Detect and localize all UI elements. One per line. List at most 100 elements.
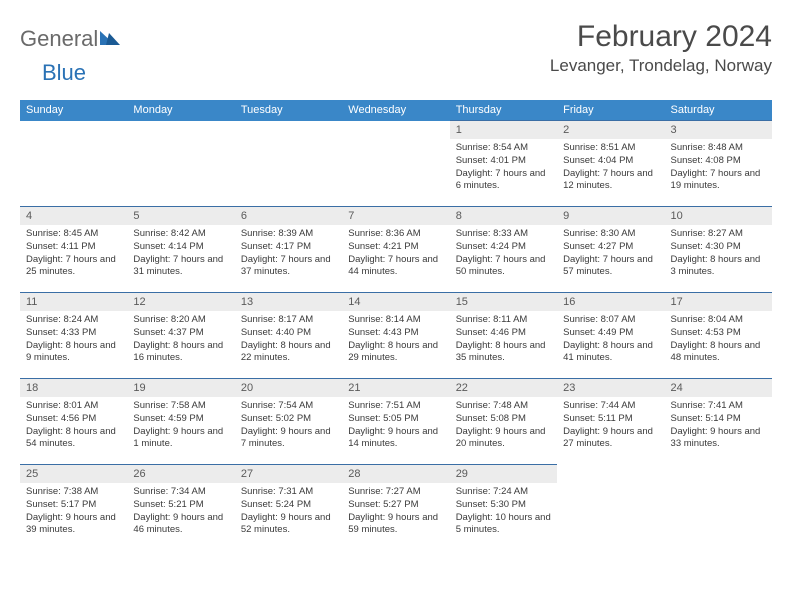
calendar-cell: 27Sunrise: 7:31 AMSunset: 5:24 PMDayligh… <box>235 465 342 551</box>
month-title: February 2024 <box>550 20 772 54</box>
day-body: Sunrise: 8:11 AMSunset: 4:46 PMDaylight:… <box>450 311 557 367</box>
day-number: 5 <box>127 207 234 225</box>
day-number: 19 <box>127 379 234 397</box>
sunrise-text: Sunrise: 7:41 AM <box>671 400 766 413</box>
day-body: Sunrise: 8:42 AMSunset: 4:14 PMDaylight:… <box>127 225 234 281</box>
day-number <box>557 465 664 483</box>
sunrise-text: Sunrise: 8:14 AM <box>348 314 443 327</box>
sunset-text: Sunset: 5:14 PM <box>671 413 766 426</box>
day-body: Sunrise: 8:54 AMSunset: 4:01 PMDaylight:… <box>450 139 557 195</box>
sunrise-text: Sunrise: 8:54 AM <box>456 142 551 155</box>
day-body: Sunrise: 7:38 AMSunset: 5:17 PMDaylight:… <box>20 483 127 539</box>
daylight-text: Daylight: 7 hours and 57 minutes. <box>563 254 658 280</box>
sunset-text: Sunset: 5:30 PM <box>456 499 551 512</box>
calendar-cell: 26Sunrise: 7:34 AMSunset: 5:21 PMDayligh… <box>127 465 234 551</box>
calendar-cell: 13Sunrise: 8:17 AMSunset: 4:40 PMDayligh… <box>235 293 342 379</box>
day-body: Sunrise: 8:04 AMSunset: 4:53 PMDaylight:… <box>665 311 772 367</box>
calendar-cell: 19 Sunrise: 7:58 AMSunset: 4:59 PMDayligh… <box>127 379 234 465</box>
day-body: Sunrise: 7:31 AMSunset: 5:24 PMDaylight:… <box>235 483 342 539</box>
day-body: Sunrise: 7:48 AMSunset: 5:08 PMDaylight:… <box>450 397 557 453</box>
sunset-text: Sunset: 4:30 PM <box>671 241 766 254</box>
sunrise-text: Sunrise: 8:45 AM <box>26 228 121 241</box>
daylight-text: Daylight: 8 hours and 3 minutes. <box>671 254 766 280</box>
sunset-text: Sunset: 4:59 PM <box>133 413 228 426</box>
sunset-text: Sunset: 4:56 PM <box>26 413 121 426</box>
day-body: Sunrise: 8:45 AMSunset: 4:11 PMDaylight:… <box>20 225 127 281</box>
day-body: Sunrise: 8:33 AMSunset: 4:24 PMDaylight:… <box>450 225 557 281</box>
daylight-text: Daylight: 9 hours and 52 minutes. <box>241 512 336 538</box>
day-number <box>665 465 772 483</box>
day-number: 11 <box>20 293 127 311</box>
day-number: 3 <box>665 121 772 139</box>
sunset-text: Sunset: 4:43 PM <box>348 327 443 340</box>
sunrise-text: Sunrise: 8:24 AM <box>26 314 121 327</box>
day-number: 2 <box>557 121 664 139</box>
day-number: 7 <box>342 207 449 225</box>
sunset-text: Sunset: 4:08 PM <box>671 155 766 168</box>
daylight-text: Daylight: 10 hours and 5 minutes. <box>456 512 551 538</box>
calendar-cell: 25Sunrise: 7:38 AMSunset: 5:17 PMDayligh… <box>20 465 127 551</box>
daylight-text: Daylight: 9 hours and 1 minute. <box>133 426 228 452</box>
sunrise-text: Sunrise: 8:01 AM <box>26 400 121 413</box>
sunrise-text: Sunrise: 8:27 AM <box>671 228 766 241</box>
sunrise-text: Sunrise: 8:04 AM <box>671 314 766 327</box>
sunset-text: Sunset: 5:21 PM <box>133 499 228 512</box>
sunrise-text: Sunrise: 8:48 AM <box>671 142 766 155</box>
logo: General <box>20 20 124 52</box>
daylight-text: Daylight: 9 hours and 7 minutes. <box>241 426 336 452</box>
sunrise-text: Sunrise: 8:33 AM <box>456 228 551 241</box>
sunrise-text: Sunrise: 7:58 AM <box>133 400 228 413</box>
dayhead-monday: Monday <box>127 100 234 121</box>
calendar-cell: 11Sunrise: 8:24 AMSunset: 4:33 PMDayligh… <box>20 293 127 379</box>
title-block: February 2024 Levanger, Trondelag, Norwa… <box>550 20 772 76</box>
day-body: Sunrise: 8:17 AMSunset: 4:40 PMDaylight:… <box>235 311 342 367</box>
day-number: 16 <box>557 293 664 311</box>
day-body: Sunrise: 8:39 AMSunset: 4:17 PMDaylight:… <box>235 225 342 281</box>
day-number: 18 <box>20 379 127 397</box>
daylight-text: Daylight: 9 hours and 59 minutes. <box>348 512 443 538</box>
day-header-row: Sunday Monday Tuesday Wednesday Thursday… <box>20 100 772 121</box>
daylight-text: Daylight: 8 hours and 29 minutes. <box>348 340 443 366</box>
dayhead-wednesday: Wednesday <box>342 100 449 121</box>
daylight-text: Daylight: 8 hours and 35 minutes. <box>456 340 551 366</box>
calendar-cell: 16Sunrise: 8:07 AMSunset: 4:49 PMDayligh… <box>557 293 664 379</box>
day-body: Sunrise: 8:48 AMSunset: 4:08 PMDaylight:… <box>665 139 772 195</box>
sunset-text: Sunset: 5:27 PM <box>348 499 443 512</box>
day-number: 1 <box>450 121 557 139</box>
sunset-text: Sunset: 4:27 PM <box>563 241 658 254</box>
sunset-text: Sunset: 4:11 PM <box>26 241 121 254</box>
day-number <box>127 121 234 139</box>
sunrise-text: Sunrise: 7:48 AM <box>456 400 551 413</box>
day-number: 27 <box>235 465 342 483</box>
day-body: Sunrise: 7:24 AMSunset: 5:30 PMDaylight:… <box>450 483 557 539</box>
sunrise-text: Sunrise: 7:31 AM <box>241 486 336 499</box>
day-number: 20 <box>235 379 342 397</box>
calendar-cell <box>20 121 127 207</box>
sunrise-text: Sunrise: 7:34 AM <box>133 486 228 499</box>
daylight-text: Daylight: 9 hours and 46 minutes. <box>133 512 228 538</box>
day-body: Sunrise: 8:07 AMSunset: 4:49 PMDaylight:… <box>557 311 664 367</box>
day-body: Sunrise: 8:20 AMSunset: 4:37 PMDaylight:… <box>127 311 234 367</box>
sunset-text: Sunset: 5:17 PM <box>26 499 121 512</box>
calendar-cell: 15Sunrise: 8:11 AMSunset: 4:46 PMDayligh… <box>450 293 557 379</box>
day-body: Sunrise: 8:51 AMSunset: 4:04 PMDaylight:… <box>557 139 664 195</box>
logo-word1: General <box>20 26 98 52</box>
calendar-cell: 21Sunrise: 7:51 AMSunset: 5:05 PMDayligh… <box>342 379 449 465</box>
day-number: 22 <box>450 379 557 397</box>
calendar-cell: 24Sunrise: 7:41 AMSunset: 5:14 PMDayligh… <box>665 379 772 465</box>
sunset-text: Sunset: 4:24 PM <box>456 241 551 254</box>
sunset-text: Sunset: 4:01 PM <box>456 155 551 168</box>
sunrise-text: Sunrise: 8:36 AM <box>348 228 443 241</box>
sunset-text: Sunset: 5:08 PM <box>456 413 551 426</box>
daylight-text: Daylight: 7 hours and 31 minutes. <box>133 254 228 280</box>
day-number: 9 <box>557 207 664 225</box>
sunset-text: Sunset: 5:24 PM <box>241 499 336 512</box>
calendar-cell <box>665 465 772 551</box>
sunset-text: Sunset: 4:21 PM <box>348 241 443 254</box>
daylight-text: Daylight: 8 hours and 16 minutes. <box>133 340 228 366</box>
day-number: 13 <box>235 293 342 311</box>
day-body: Sunrise: 8:01 AMSunset: 4:56 PMDaylight:… <box>20 397 127 453</box>
calendar-week: 1Sunrise: 8:54 AMSunset: 4:01 PMDaylight… <box>20 121 772 207</box>
day-number: 23 <box>557 379 664 397</box>
sunset-text: Sunset: 4:33 PM <box>26 327 121 340</box>
